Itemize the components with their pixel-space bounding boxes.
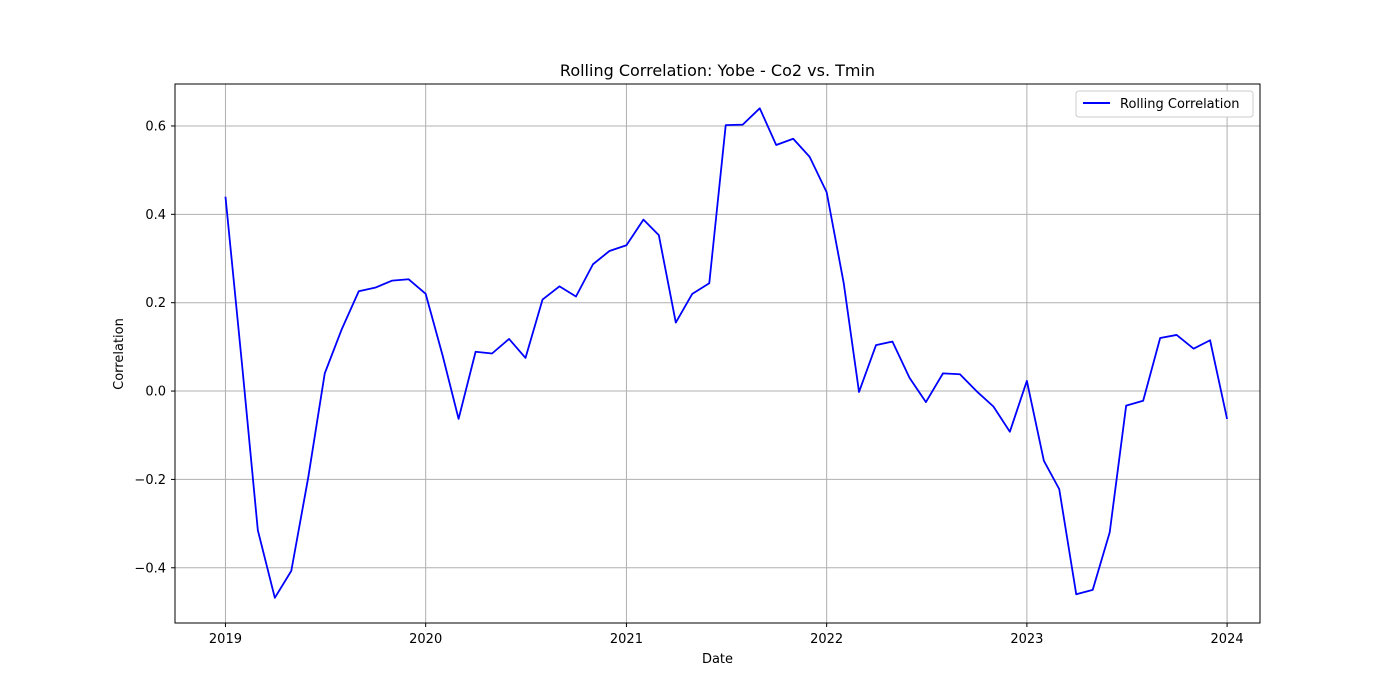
x-axis: 2019 2020 2021 2022 2023 2024 [209, 623, 1244, 647]
legend-box [1075, 90, 1254, 118]
x-tick-label: 2022 [810, 632, 843, 647]
chart-title: Rolling Correlation: Yobe - Co2 vs. Tmin [560, 61, 875, 80]
y-tick-label: −0.2 [134, 473, 166, 488]
y-tick-label: 0.2 [145, 296, 166, 311]
y-tick-label: 0.0 [145, 385, 166, 400]
y-tick-label: −0.4 [134, 561, 166, 576]
x-tick-label: 2024 [1211, 632, 1244, 647]
series-layer [224, 107, 1228, 599]
x-tick-label: 2019 [209, 632, 242, 647]
x-tick-label: 2021 [610, 632, 643, 647]
x-axis-label: Date [702, 652, 733, 667]
series-line [224, 107, 1228, 599]
y-tick-label: 0.6 [145, 119, 166, 134]
grid [175, 84, 1260, 623]
legend: Rolling Correlation [1075, 90, 1254, 118]
y-axis: −0.4 −0.2 0.0 0.2 0.4 0.6 [134, 119, 175, 576]
y-tick-label: 0.4 [145, 208, 166, 223]
plot-frame [174, 83, 1261, 624]
x-tick-label: 2020 [409, 632, 442, 647]
legend-label: Rolling Correlation [1120, 97, 1240, 112]
x-tick-label: 2023 [1010, 632, 1043, 647]
y-axis-label: Correlation [112, 318, 127, 390]
